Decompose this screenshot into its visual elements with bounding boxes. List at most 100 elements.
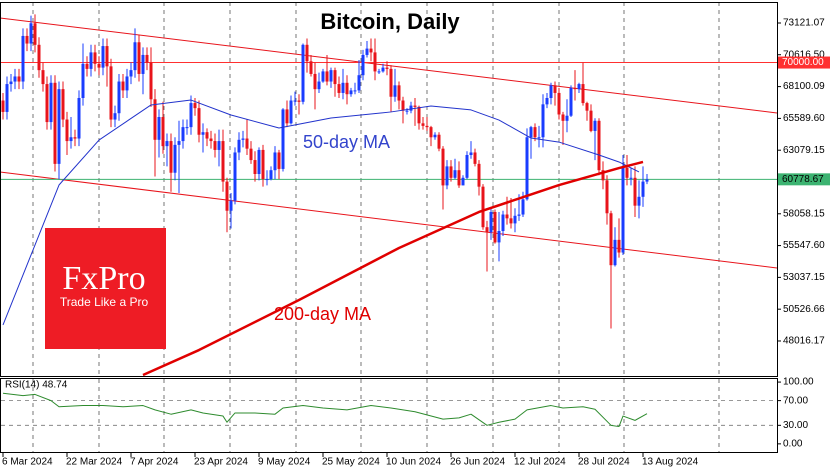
x-tick-label: 12 Jul 2024 xyxy=(514,457,566,468)
candle-body xyxy=(585,103,589,111)
y-tick-label: 50526.66 xyxy=(783,304,825,315)
candle-body xyxy=(405,110,409,112)
candle-body xyxy=(149,62,153,100)
rsi-tick-label: 70.00 xyxy=(783,395,808,406)
y-tick-label: 70616.50 xyxy=(783,49,825,60)
x-tick-label: 22 Mar 2024 xyxy=(66,457,123,468)
logo-brand: FxPro xyxy=(62,260,145,297)
candle-body xyxy=(565,115,569,121)
candle-body xyxy=(421,123,425,126)
candle-body xyxy=(609,213,613,266)
candle-body xyxy=(229,200,233,211)
candle-body xyxy=(233,152,237,201)
channel-lower xyxy=(0,171,778,269)
candle-body xyxy=(413,105,417,107)
candle-body xyxy=(393,85,397,97)
candle-body xyxy=(121,81,125,91)
x-tick-label: 7 Apr 2024 xyxy=(130,457,179,468)
candle-body xyxy=(109,66,113,120)
candle-body xyxy=(241,138,245,140)
candle-body xyxy=(517,214,521,216)
candle-body xyxy=(509,218,513,224)
price-label: 60778.67 xyxy=(782,174,824,185)
candle-body xyxy=(5,84,9,112)
y-tick-label: 55547.60 xyxy=(783,240,825,251)
chart-title: Bitcoin, Daily xyxy=(320,9,460,34)
candle-body xyxy=(21,35,25,82)
candle-body xyxy=(69,137,73,142)
candle-body xyxy=(465,154,469,178)
candle-body xyxy=(549,85,553,99)
main-frame xyxy=(0,2,778,377)
candle-body xyxy=(1,100,5,112)
rsi-tick-label: 30.00 xyxy=(783,420,808,431)
candle-body xyxy=(453,170,457,178)
candle-body xyxy=(349,90,353,95)
candle-body xyxy=(601,170,605,181)
candle-body xyxy=(205,132,209,139)
candle-body xyxy=(309,61,313,74)
candle-body xyxy=(329,70,333,82)
y-tick-label: 58058.15 xyxy=(783,208,825,219)
candle-body xyxy=(345,82,349,95)
candle-body xyxy=(277,152,281,169)
rsi-tick-label: 100.00 xyxy=(783,377,814,388)
candle-body xyxy=(461,177,465,186)
candle-body xyxy=(437,134,441,149)
candle-body xyxy=(641,181,645,197)
x-tick-label: 28 Jul 2024 xyxy=(578,457,630,468)
candle-body xyxy=(553,85,557,93)
candle-body xyxy=(293,100,297,102)
logo-box xyxy=(45,228,166,349)
candle-body xyxy=(561,114,565,121)
rsi-frame xyxy=(0,378,778,453)
candle-body xyxy=(593,120,597,131)
candle-body xyxy=(61,89,65,120)
candle-body xyxy=(225,181,229,211)
candle-body xyxy=(157,117,161,140)
candle-body xyxy=(433,134,437,138)
candle-body xyxy=(173,144,177,173)
candle-body xyxy=(505,214,509,219)
candle-body xyxy=(17,76,21,82)
candle-body xyxy=(253,160,257,174)
candle-body xyxy=(273,152,277,171)
candle-body xyxy=(129,70,133,77)
candle-body xyxy=(361,54,365,76)
candle-body xyxy=(333,70,337,85)
candle-body xyxy=(477,163,481,187)
x-tick-label: 26 Jun 2024 xyxy=(450,457,505,468)
candle-body xyxy=(605,180,609,214)
candle-body xyxy=(497,230,501,243)
candle-body xyxy=(569,87,573,116)
candle-body xyxy=(441,148,445,186)
candle-body xyxy=(489,211,493,233)
candle-body xyxy=(409,105,413,111)
candle-body xyxy=(189,103,193,128)
candle-body xyxy=(325,71,329,82)
candle-body xyxy=(353,90,357,92)
candle-body xyxy=(165,141,169,147)
candle-body xyxy=(89,52,93,69)
candle-body xyxy=(201,132,205,135)
rsi-title: RSI(14) 48.74 xyxy=(5,380,68,391)
candle-body xyxy=(65,119,69,142)
candle-body xyxy=(221,141,225,182)
candle-body xyxy=(169,141,173,173)
price-label-box xyxy=(778,56,830,69)
candle-body xyxy=(481,186,485,228)
moving-average xyxy=(2,99,640,326)
y-tick-label: 68100.09 xyxy=(783,81,825,92)
candle-body xyxy=(41,70,45,85)
candle-body xyxy=(113,113,117,120)
candle-body xyxy=(501,214,505,231)
candle-body xyxy=(289,100,293,124)
candle-body xyxy=(281,109,285,169)
plot-layer xyxy=(1,14,777,428)
candle-body xyxy=(57,89,61,164)
candle-body xyxy=(369,48,373,53)
candle-body xyxy=(37,44,41,71)
candle-body xyxy=(93,52,97,64)
candle-body xyxy=(133,42,137,71)
